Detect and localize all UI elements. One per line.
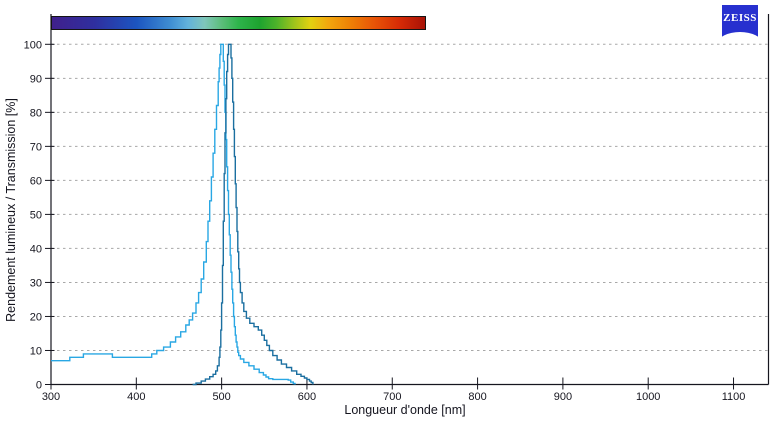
x-tick-label: 400 — [127, 391, 145, 403]
y-tick-label: 40 — [30, 243, 42, 255]
x-tick-label: 500 — [212, 391, 230, 403]
x-tick-label: 1100 — [722, 391, 746, 403]
zeiss-logo: ZEISS — [722, 5, 758, 41]
y-tick-label: 10 — [30, 345, 42, 357]
y-tick-label: 20 — [30, 311, 42, 323]
x-tick-label: 300 — [42, 391, 60, 403]
x-tick-label: 600 — [298, 391, 316, 403]
x-tick-label: 900 — [554, 391, 572, 403]
y-tick-label: 50 — [30, 209, 42, 221]
zeiss-logo-text: ZEISS — [723, 12, 757, 24]
series-path-narrow-curve — [192, 43, 314, 386]
y-tick-label: 30 — [30, 277, 42, 289]
x-tick-label: 1000 — [636, 391, 660, 403]
y-tick-label: 90 — [30, 73, 42, 85]
x-tick-label: 700 — [383, 391, 401, 403]
series-path-broad-curve — [51, 43, 296, 385]
y-axis-title: Rendement lumineux / Transmission [%] — [4, 98, 18, 322]
spectrum-bar — [51, 16, 427, 30]
x-axis-title: Longueur d'onde [nm] — [344, 403, 466, 417]
y-tick-label: 0 — [36, 380, 42, 392]
y-tick-label: 60 — [30, 175, 42, 187]
y-tick-label: 100 — [24, 39, 42, 51]
y-tick-label: 80 — [30, 107, 42, 119]
y-tick-label: 70 — [30, 141, 42, 153]
zeiss-logo-lens-cutout — [722, 32, 758, 41]
x-tick-label: 800 — [468, 391, 486, 403]
